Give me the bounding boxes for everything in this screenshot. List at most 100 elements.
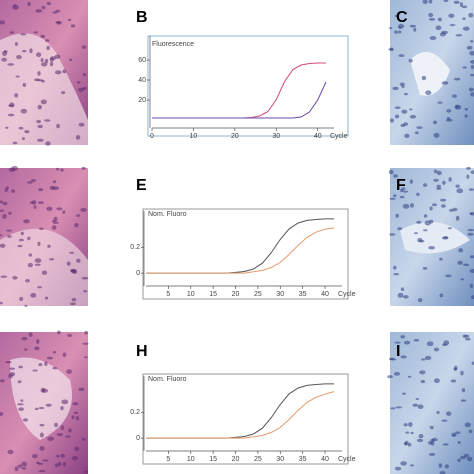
nucleus: [55, 21, 61, 24]
nucleus: [0, 200, 3, 204]
nucleus: [470, 212, 474, 215]
nucleus: [393, 272, 400, 276]
nucleus: [430, 438, 435, 442]
nucleus: [40, 34, 45, 39]
y-axis-label: Nom. Fluoro: [148, 376, 187, 383]
nucleus: [400, 287, 405, 292]
nucleus: [7, 63, 15, 66]
nucleus: [439, 257, 443, 261]
nucleus: [466, 456, 473, 462]
nucleus: [81, 166, 86, 170]
nucleus: [398, 54, 405, 57]
nucleus: [467, 232, 474, 236]
y-tick-label: 40: [138, 77, 146, 84]
nucleus: [77, 81, 81, 84]
nucleus: [417, 404, 424, 410]
y-axis-label: Nom. Fluoro: [148, 211, 187, 218]
nucleus: [38, 363, 43, 367]
nucleus: [37, 138, 44, 142]
plot-frame: [142, 373, 349, 465]
nucleus: [37, 462, 44, 465]
nucleus: [433, 347, 440, 352]
nucleus: [394, 341, 401, 344]
nucleus: [84, 356, 88, 359]
nucleus: [46, 1, 51, 6]
nucleus: [450, 379, 457, 383]
x-axis-label: Cycle: [338, 291, 356, 298]
nucleus: [451, 432, 456, 437]
nucleus: [435, 25, 442, 31]
nucleus: [433, 178, 439, 182]
nucleus: [403, 423, 408, 427]
nucleus: [44, 58, 49, 64]
nucleus: [0, 20, 6, 25]
nucleus: [8, 211, 12, 215]
panel-label: I: [396, 343, 400, 360]
nucleus: [469, 283, 473, 289]
nucleus: [439, 471, 446, 474]
nucleus: [14, 466, 19, 472]
nucleus: [401, 85, 405, 88]
nucleus: [4, 188, 8, 193]
nucleus: [440, 198, 447, 202]
nucleus: [452, 207, 458, 212]
nucleus: [60, 453, 65, 458]
nucleus: [20, 231, 24, 236]
nucleus: [34, 407, 39, 411]
x-tick-label: 30: [276, 456, 284, 463]
nucleus: [0, 209, 5, 212]
nucleus: [37, 124, 43, 129]
nucleus: [76, 258, 81, 263]
nucleus: [54, 70, 62, 75]
nucleus: [68, 428, 72, 433]
nucleus: [399, 82, 405, 87]
nucleus: [27, 262, 34, 268]
nucleus: [17, 464, 23, 468]
nucleus: [7, 235, 12, 238]
nucleus: [443, 340, 450, 346]
nucleus: [75, 416, 80, 421]
nucleus: [462, 17, 466, 21]
nucleus: [46, 206, 53, 211]
nucleus: [56, 433, 64, 437]
nucleus: [41, 270, 48, 275]
nucleus: [80, 207, 87, 212]
nucleus: [469, 50, 474, 56]
nucleus: [464, 114, 468, 118]
nucleus: [27, 1, 31, 7]
nucleus: [389, 47, 394, 52]
nucleus: [402, 203, 410, 209]
nucleus: [441, 81, 449, 85]
nucleus: [0, 379, 5, 383]
nucleus: [416, 192, 420, 197]
nucleus: [470, 170, 474, 175]
nucleus: [78, 387, 85, 391]
nucleus: [389, 197, 396, 200]
nucleus: [402, 295, 409, 299]
nucleus: [441, 30, 449, 35]
y-tick-label: 0.2: [130, 409, 140, 416]
nucleus: [35, 9, 43, 13]
nucleus: [44, 296, 49, 300]
nucleus: [409, 114, 417, 119]
nucleus: [18, 126, 24, 130]
nucleus: [9, 372, 16, 377]
nucleus: [52, 180, 57, 184]
nucleus: [41, 459, 49, 462]
nucleus: [437, 101, 443, 104]
nucleus: [454, 431, 461, 435]
series-line: [146, 227, 335, 274]
nucleus: [7, 113, 15, 117]
nucleus: [430, 440, 435, 446]
nucleus: [462, 26, 470, 31]
nucleus: [77, 87, 85, 92]
nucleus: [409, 203, 414, 208]
nucleus: [18, 407, 25, 411]
tissue-space: [0, 33, 88, 146]
nucleus: [34, 346, 40, 351]
nucleus: [395, 406, 403, 409]
nucleus: [49, 61, 54, 67]
nucleus: [65, 435, 71, 438]
nucleus: [389, 118, 395, 123]
nucleus: [51, 225, 57, 230]
